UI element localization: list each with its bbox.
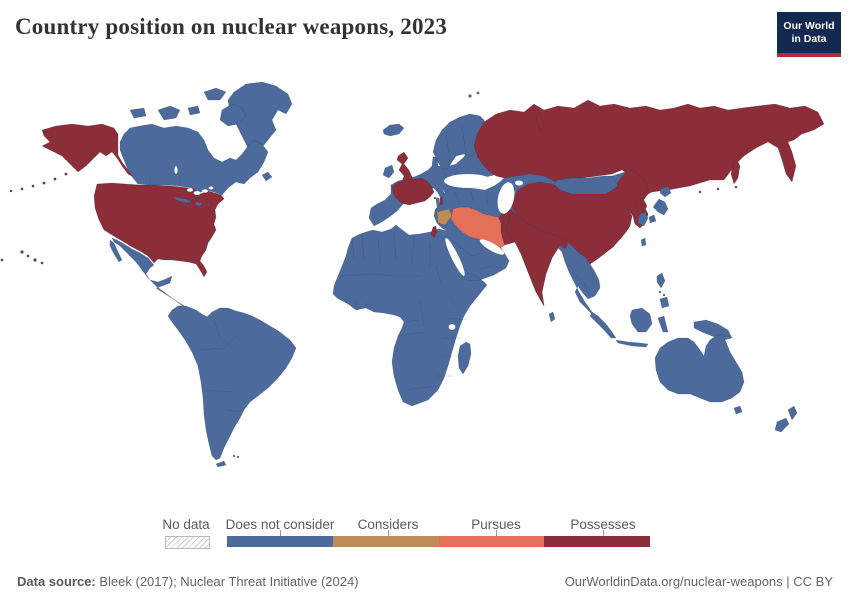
legend-tick [496, 530, 497, 536]
country-south-korea[interactable] [637, 211, 649, 227]
world-choropleth-map[interactable] [0, 80, 850, 510]
country-canada[interactable] [119, 123, 269, 196]
country-new-zealand[interactable] [774, 405, 798, 433]
country-israel[interactable] [430, 225, 438, 239]
country-mongolia[interactable] [553, 175, 619, 195]
country-mexico-central-america[interactable] [111, 237, 211, 321]
canada-arctic-islands[interactable] [129, 87, 273, 182]
france-corsica[interactable] [439, 196, 444, 206]
inland-seas [174, 165, 524, 331]
country-taiwan[interactable] [640, 237, 647, 247]
country-north-korea[interactable] [634, 197, 648, 215]
usa-aleutian-islands[interactable] [9, 172, 68, 193]
country-sri-lanka[interactable] [548, 311, 556, 323]
south-america-islands[interactable] [215, 454, 240, 468]
country-syria[interactable] [436, 208, 453, 226]
legend-tick [388, 530, 389, 536]
legend-label-pursues: Pursues [471, 517, 521, 532]
country-philippines[interactable] [656, 272, 670, 309]
country-madagascar[interactable] [457, 341, 472, 375]
usa-hawaii[interactable] [0, 250, 44, 265]
country-papua-new-guinea[interactable] [693, 319, 733, 341]
legend-swatch-pursues[interactable] [438, 536, 545, 547]
map-legend: No data Does not consider Considers Purs… [0, 515, 850, 555]
continent-south-america[interactable] [167, 305, 297, 461]
country-iran[interactable] [450, 206, 506, 249]
country-japan[interactable] [648, 185, 672, 224]
legend-label-does-not-consider: Does not consider [225, 517, 335, 532]
logo-line2: in Data [791, 32, 827, 45]
data-source-label: Data source: [17, 574, 96, 589]
mexico-baja-peninsula[interactable] [109, 239, 123, 263]
legend-swatch-possesses[interactable] [544, 536, 650, 547]
legend-tick [603, 530, 604, 536]
legend-label-no-data: No data [162, 517, 210, 532]
svalbard-islands[interactable] [468, 91, 480, 98]
country-ireland[interactable] [382, 164, 395, 179]
data-source-value: Bleek (2017); Nuclear Threat Initiative … [95, 574, 359, 589]
country-france[interactable] [391, 177, 435, 206]
legend-swatch-considers[interactable] [332, 536, 439, 547]
country-usa-mainland[interactable] [93, 182, 225, 278]
country-australia[interactable] [654, 333, 745, 403]
chart-footer: Data source: Bleek (2017); Nuclear Threa… [0, 563, 850, 600]
australia-tasmania[interactable] [733, 405, 743, 415]
legend-swatch-does-not-consider[interactable] [227, 536, 333, 547]
legend-label-considers: Considers [357, 517, 419, 532]
owid-logo[interactable]: Our World in Data [777, 12, 841, 57]
owid-url-text[interactable]: OurWorldinData.org/nuclear-weapons | CC … [564, 574, 833, 589]
legend-swatch-no-data[interactable] [165, 536, 210, 549]
legend-label-possesses: Possesses [570, 517, 636, 532]
legend-color-bar [227, 536, 650, 547]
logo-line1: Our World [783, 20, 835, 33]
country-usa-alaska[interactable] [41, 123, 134, 178]
russia-kuril-islands[interactable] [698, 185, 738, 194]
legend-tick [280, 530, 281, 536]
page-title: Country position on nuclear weapons, 202… [15, 14, 448, 39]
country-indonesia[interactable] [589, 307, 669, 348]
country-iceland[interactable] [382, 123, 405, 137]
russia-sakhalin[interactable] [730, 157, 741, 185]
russia-novaya-zemlya[interactable] [535, 113, 545, 133]
data-source-text: Data source: Bleek (2017); Nuclear Threa… [17, 574, 359, 589]
country-russia[interactable] [473, 99, 825, 197]
